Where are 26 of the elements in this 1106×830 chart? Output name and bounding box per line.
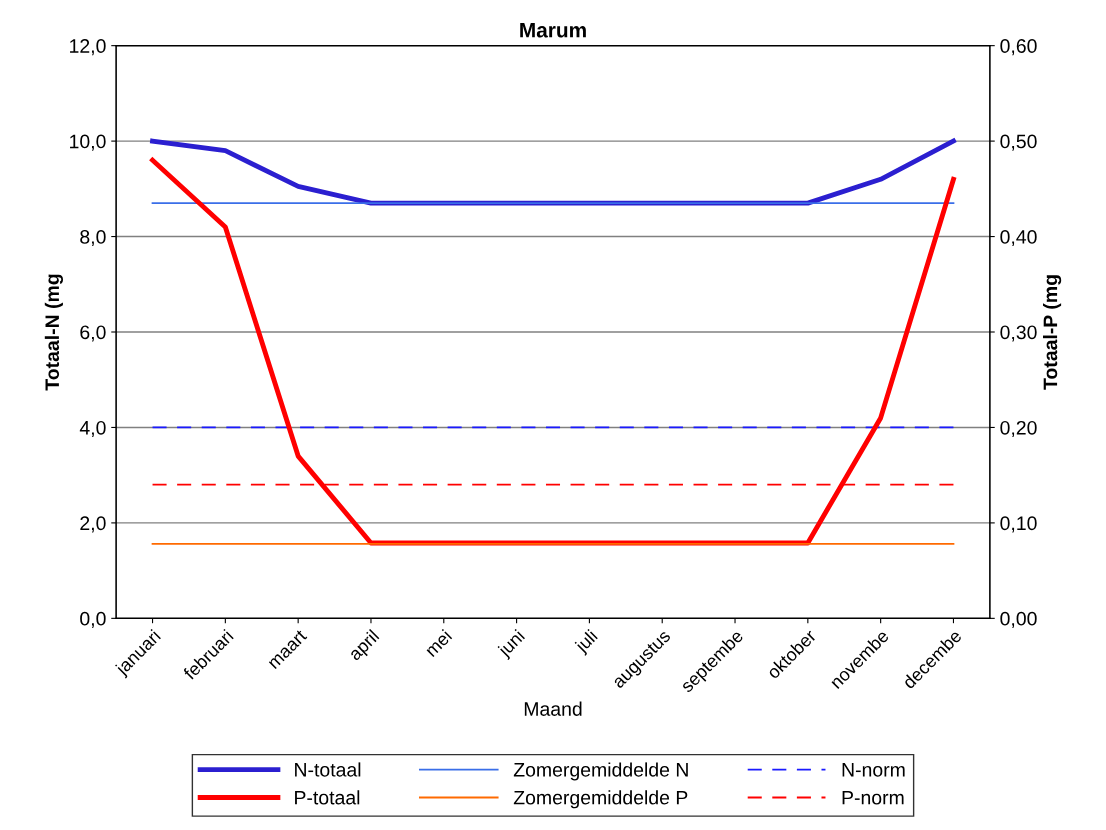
y2-tick-label: 0,30 (1000, 325, 1037, 342)
y-tick-label: 0,0 (80, 611, 106, 628)
legend-label: N-norm (842, 763, 905, 777)
y-tick-label: 8,0 (80, 230, 106, 247)
y2-tick-label: 0,20 (1000, 420, 1037, 437)
x-tick-label: mei (424, 628, 453, 658)
y-tick-label: 10,0 (70, 134, 106, 151)
legend-label: Zomergemiddelde N (513, 762, 688, 781)
x-tick-label: juli (573, 628, 601, 656)
y-tick-label: 4,0 (79, 420, 106, 437)
y2-tick-label: 0,10 (1000, 516, 1037, 533)
y-axis-title: Totaal-N (mg (44, 274, 64, 391)
y2-axis-title: Totaal-P (mg (1042, 275, 1062, 390)
chart-title: Marum (520, 22, 586, 38)
y2-tick-label: 0,00 (1000, 611, 1037, 628)
legend-label: N-totaal (295, 762, 361, 777)
y2-tick-label: 0,60 (1000, 39, 1037, 56)
y2-tick-label: 0,40 (1000, 230, 1037, 247)
legend-label: P-norm (842, 790, 904, 805)
y-tick-label: 2,0 (80, 516, 106, 533)
y-tick-label: 12,0 (70, 39, 106, 56)
y2-tick-label: 0,50 (1000, 134, 1037, 151)
x-axis-title: Maand (524, 701, 582, 716)
legend-label: Zomergemiddelde P (513, 790, 688, 809)
y-tick-label: 6,0 (80, 325, 106, 342)
legend-label: P-totaal (295, 790, 360, 805)
